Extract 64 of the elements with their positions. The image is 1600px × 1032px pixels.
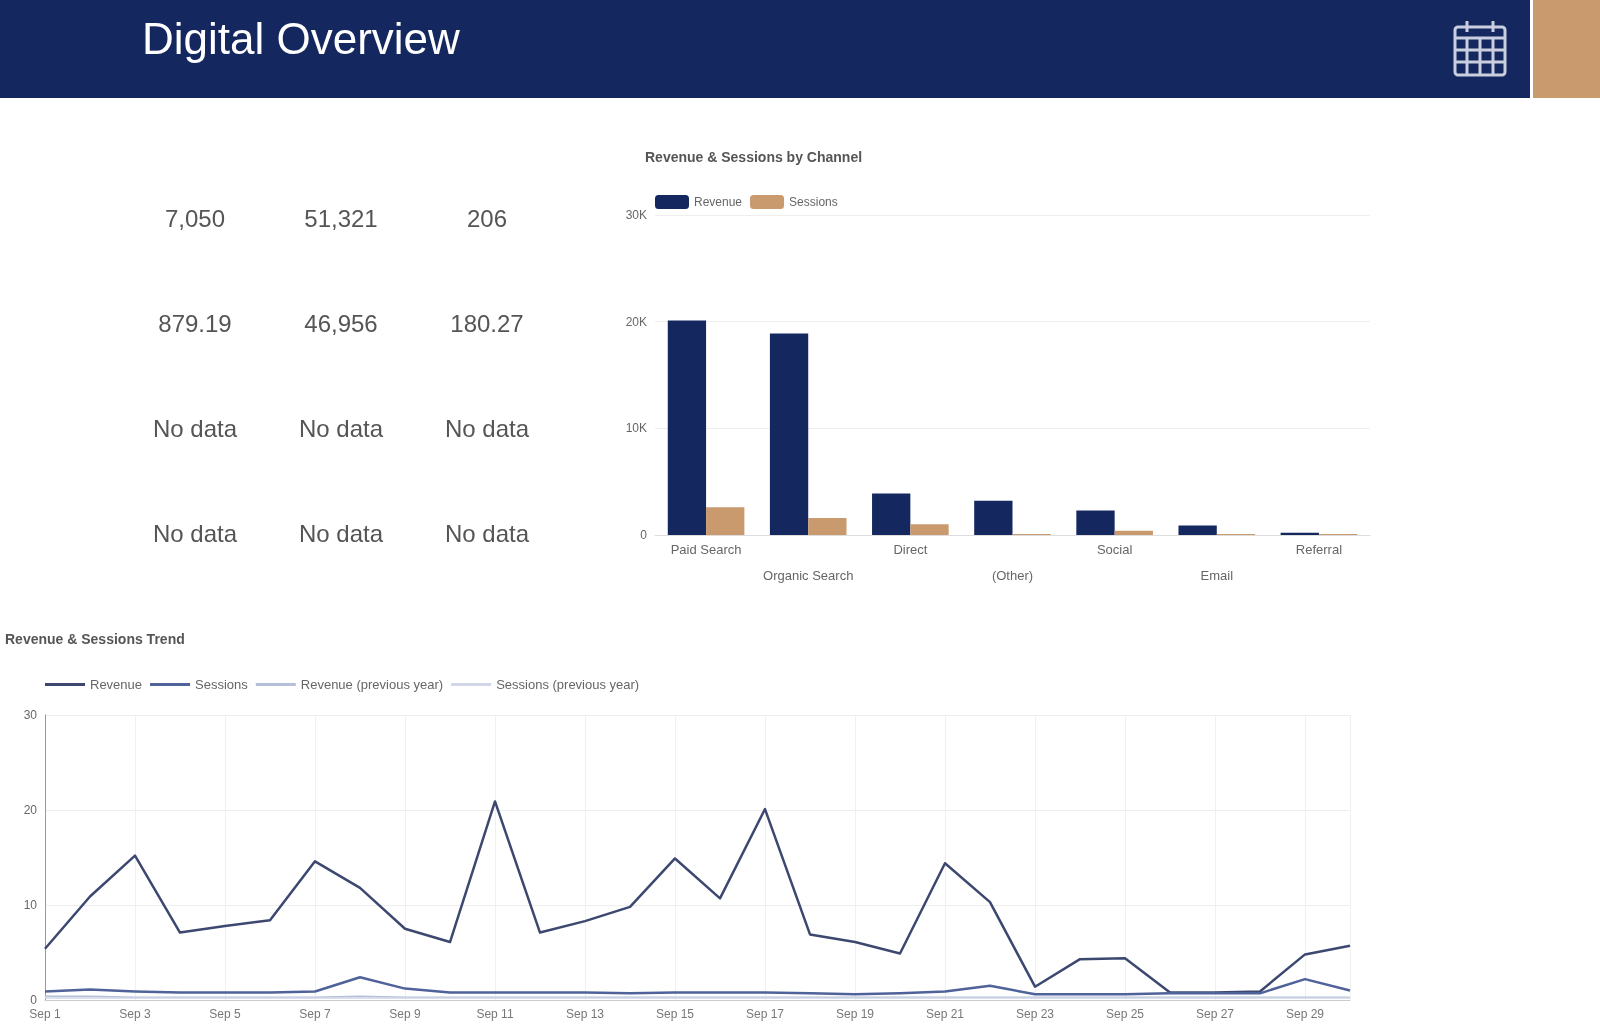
text: Digital Overview: [142, 14, 460, 64]
chart-title: Revenue & Sessions by Channel: [645, 149, 863, 165]
x-tick-label: Sep 3: [119, 1007, 152, 1021]
x-tick-label: Sep 21: [925, 1007, 965, 1021]
x-tick-label: Sep 23: [1015, 1007, 1055, 1021]
x-tick-label: Email: [1200, 568, 1234, 583]
x-tick-label: Sep 15: [655, 1007, 695, 1021]
x-tick-label: Sep 1: [29, 1007, 62, 1021]
text: No data: [297, 415, 385, 443]
text: 7,050: [163, 205, 227, 233]
y-tick-label: 10: [23, 898, 38, 912]
bar: [706, 507, 745, 535]
x-tick-label: Sep 17: [745, 1007, 785, 1021]
bar: [872, 493, 911, 535]
legend-label: Sessions: [195, 677, 249, 692]
text: No data: [443, 415, 531, 443]
bar: [1076, 510, 1115, 535]
text: 46,956: [303, 310, 379, 338]
text: No data: [297, 520, 385, 548]
x-tick-label: Sep 13: [565, 1007, 605, 1021]
legend-label: Revenue: [694, 195, 743, 209]
text: 879.19: [157, 310, 233, 338]
legend-label: Sessions (previous year): [496, 677, 640, 692]
x-tick-label: Organic Search: [763, 568, 854, 583]
x-tick-label: Sep 25: [1105, 1007, 1145, 1021]
x-tick-label: Sep 9: [389, 1007, 422, 1021]
chart-title: Revenue & Sessions Trend: [5, 631, 185, 647]
y-tick-label: 20: [23, 803, 38, 817]
bar: [808, 517, 847, 535]
y-tick-label: 0: [640, 528, 648, 542]
bar: [1114, 530, 1153, 535]
x-tick-label: Sep 11: [476, 1007, 514, 1021]
line-series: [43, 800, 1352, 994]
x-tick-label: Referral: [1295, 542, 1343, 557]
x-tick-label: Direct: [893, 542, 928, 557]
y-tick-label: 20K: [625, 314, 647, 329]
x-tick-label: Sep 29: [1285, 1007, 1325, 1021]
x-tick-label: (Other): [991, 568, 1034, 583]
legend-label: Revenue (previous year): [300, 677, 444, 692]
legend-label: Sessions: [789, 195, 838, 209]
y-tick-label: 30K: [625, 208, 647, 222]
bar: [974, 500, 1013, 535]
bar: [910, 524, 949, 535]
x-tick-label: Social: [1096, 542, 1133, 557]
y-tick-label: 30: [23, 708, 38, 722]
x-tick-label: Sep 7: [299, 1007, 332, 1021]
bar: [769, 333, 809, 535]
bar: [667, 320, 707, 535]
text: No data: [151, 415, 239, 443]
y-tick-label: 10K: [625, 421, 647, 436]
text: No data: [443, 520, 531, 548]
text: 206: [465, 205, 508, 233]
text: No data: [151, 520, 239, 548]
text: 180.27: [449, 310, 525, 338]
x-tick-label: Paid Search: [670, 542, 742, 557]
legend-label: Revenue: [90, 677, 143, 692]
x-tick-label: Sep 5: [209, 1007, 242, 1021]
x-tick-label: Sep 27: [1195, 1007, 1235, 1021]
y-tick-label: 0: [30, 993, 38, 1007]
x-tick-label: Sep 19: [835, 1007, 875, 1021]
line-series: [43, 975, 1352, 996]
text: 51,321: [303, 205, 379, 233]
bar: [1280, 532, 1319, 535]
bar: [1178, 525, 1217, 535]
